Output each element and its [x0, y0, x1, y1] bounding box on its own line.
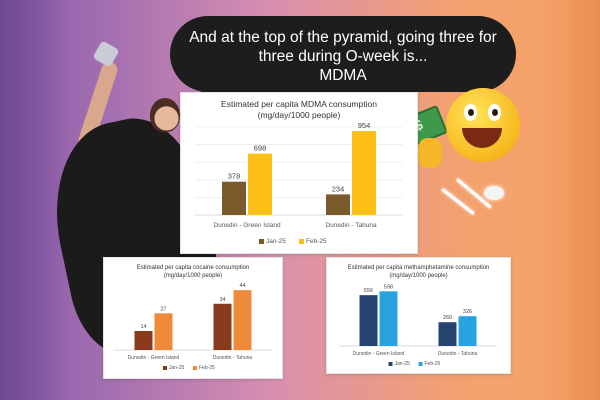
bar-feb-25-2: [352, 131, 376, 215]
bar-feb-25-2: [233, 290, 252, 350]
cocaine-chart-title: Estimated per capita cocaine consumption: [136, 265, 250, 271]
legend-label: Feb-25: [199, 365, 215, 371]
data-label: 954: [358, 121, 371, 130]
right-edge-shade: [540, 0, 600, 400]
cocaine-chart-plot: 14 27 Dunedin - Green Island 34 44 Dunedin - …: [114, 283, 272, 371]
data-label: 260: [443, 315, 452, 321]
legend-swatch: [259, 239, 264, 244]
legend-label: Jan-25: [395, 361, 411, 367]
powder-pile-illustration: [484, 186, 504, 200]
caption-line-3: MDMA: [319, 67, 367, 84]
data-label: 556: [364, 288, 373, 294]
data-label: 326: [463, 309, 472, 315]
emoji-right-eye: [488, 104, 501, 121]
data-label: 378: [228, 172, 241, 181]
data-label: 27: [160, 306, 166, 312]
mdma-chart-subtitle: (mg/day/1000 people): [257, 110, 341, 120]
data-label: 698: [254, 144, 267, 153]
money-mouth-emoji-icon: [446, 88, 520, 162]
bar-jan-25-1: [359, 295, 378, 346]
legend-swatch: [163, 366, 167, 370]
mdma-chart-title: Estimated per capita MDMA consumption: [221, 99, 377, 109]
caption-line-2: three during O-week is...: [258, 48, 428, 65]
legend-swatch: [418, 362, 423, 366]
data-label: 44: [239, 283, 245, 289]
legend-label: Jan-25: [266, 238, 286, 245]
data-label: 34: [219, 297, 225, 303]
legend-swatch: [299, 239, 304, 244]
emoji-mouth: [462, 128, 502, 148]
mdma-chart-plot: 378 698 Dunedin - Green Island 234 954 Dunedi…: [195, 121, 403, 245]
bar-jan-25-1: [134, 330, 153, 350]
category-label: Dunedin - Green Island: [353, 351, 405, 357]
bar-jan-25-2: [438, 322, 457, 346]
bar-feb-25-1: [154, 313, 173, 350]
legend-swatch: [193, 366, 197, 370]
meth-chart-plot: 556 598 Dunedin - Green Island 260 326 Dunedi…: [339, 284, 497, 367]
speech-bubble: And at the top of the pyramid, going thr…: [170, 16, 516, 92]
category-label: Dunedin - Tahuna: [213, 355, 253, 361]
mdma-chart-card: Estimated per capita MDMA consumption (m…: [180, 92, 418, 254]
cocaine-chart-subtitle: (mg/day/1000 people): [163, 273, 223, 279]
meth-chart-subtitle: (mg/day/1000 people): [389, 273, 448, 279]
thumbs-up-icon: [418, 138, 442, 168]
data-label: 598: [384, 284, 393, 290]
data-label: 14: [140, 324, 146, 330]
bar-jan-25-2: [326, 194, 350, 215]
legend-swatch: [388, 362, 393, 366]
legend-label: Feb-25: [425, 361, 441, 367]
emoji-left-eye: [464, 104, 477, 121]
woman-head-illustration: [150, 98, 180, 132]
meth-chart-card: Estimated per capita methamphetamine con…: [326, 257, 511, 374]
legend-label: Feb-25: [306, 238, 327, 245]
category-label: Dunedin - Green Island: [213, 222, 281, 229]
category-label: Dunedin - Tahuna: [438, 351, 478, 357]
category-label: Dunedin - Tahuna: [325, 222, 377, 229]
legend-label: Jan-25: [169, 365, 185, 371]
bar-jan-25-1: [222, 181, 246, 215]
bar-feb-25-2: [458, 316, 477, 346]
meth-chart-title: Estimated per capita methamphetamine con…: [347, 265, 490, 271]
bar-feb-25-1: [379, 291, 398, 346]
bar-feb-25-1: [248, 153, 272, 215]
category-label: Dunedin - Green Island: [128, 355, 180, 361]
data-label: 234: [332, 184, 345, 193]
cocaine-chart-card: Estimated per capita cocaine consumption…: [103, 257, 283, 379]
bar-jan-25-2: [213, 303, 232, 350]
caption-line-1: And at the top of the pyramid, going thr…: [189, 29, 497, 46]
